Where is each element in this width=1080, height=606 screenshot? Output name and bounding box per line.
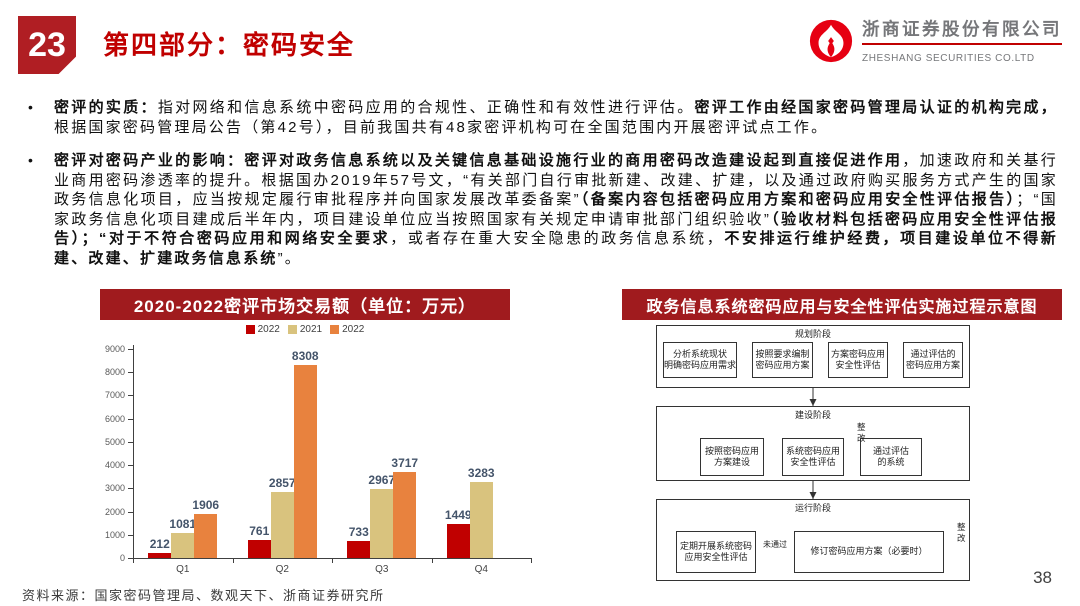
bar-value-label: 1081 — [169, 516, 197, 531]
legend-swatch — [287, 325, 297, 334]
flow-box: 通过评估的 密码应用方案 — [903, 342, 963, 378]
legend-item: 2022 — [245, 324, 280, 335]
flow-box: 通过评估 的系统 — [860, 438, 922, 476]
y-tick-label: 7000 — [104, 390, 125, 401]
logo-company-name: 浙商证券股份有限公司 — [862, 19, 1062, 39]
y-tick-label: 9000 — [104, 344, 125, 354]
chart-legend: 2022 2021 2022 — [100, 324, 510, 337]
edge-label-not-passed: 未通过 — [763, 540, 787, 549]
loop-label-rectify: 整改 — [957, 522, 966, 543]
source-note: 资料来源：国家密码管理局、数观天下、浙商证券研究所 — [22, 588, 385, 603]
legend-swatch — [245, 325, 255, 334]
y-tick-label: 8000 — [104, 367, 125, 378]
loop-label-rectify: 整改 — [857, 422, 866, 443]
flowchart-title-banner: 政务信息系统密码应用与安全性评估实施过程示意图 — [622, 289, 1062, 320]
y-tick-label: 5000 — [104, 436, 125, 447]
bullet-item: • 密评对密码产业的影响：密评对政务信息系统以及关键信息基础设施行业的商用密码改造… — [28, 151, 1058, 268]
bar-Q2-2022 — [247, 540, 271, 558]
bullet-text: 密评的实质：指对网络和信息系统中密码应用的合规性、正确性和有效性进行评估。密评工… — [54, 99, 1058, 136]
y-tick-label: 4000 — [104, 460, 125, 471]
y-tick-label: 3000 — [104, 483, 125, 494]
y-tick — [128, 511, 133, 513]
y-tick — [128, 558, 133, 559]
flowchart: 规划阶段 建设阶段 运行阶段 分析系统现状 明确密码应用需求 按照要求编制 密码… — [656, 325, 970, 581]
flow-box: 按照要求编制 密码应用方案 — [752, 342, 813, 378]
legend-item: 2022 — [330, 324, 364, 335]
bar-value-label: 733 — [348, 524, 369, 539]
flow-box: 系统密码应用 安全性评估 — [782, 438, 844, 476]
x-category-label: Q3 — [375, 564, 389, 575]
flow-box: 方案密码应用 安全性评估 — [828, 342, 888, 378]
y-tick — [128, 441, 133, 443]
bar-value-label: 3283 — [467, 465, 495, 480]
flow-box: 按照密码应用 方案建设 — [700, 438, 764, 476]
bullet-item: • 密评的实质：指对网络和信息系统中密码应用的合规性、正确性和有效性进行评估。密评… — [28, 98, 1058, 137]
bar-Q1-2021 — [171, 532, 195, 558]
bar-Q4-2021 — [469, 481, 493, 558]
y-axis — [133, 345, 134, 559]
y-tick — [128, 395, 133, 397]
company-logo: 浙商证券股份有限公司 ZHESHANG SECURITIES CO.LTD — [808, 16, 1062, 66]
page-title: 第四部分：密码安全 — [103, 30, 356, 60]
stage-label-planning: 规划阶段 — [794, 329, 831, 339]
bar-Q2-2022 — [293, 365, 317, 558]
bar-Q3-2021 — [370, 489, 394, 558]
x-axis — [133, 558, 532, 559]
y-tick — [128, 349, 133, 350]
y-tick-label: 0 — [119, 553, 125, 563]
bar-value-label: 212 — [149, 537, 170, 552]
bar-Q1-2022 — [148, 553, 172, 558]
stage-label-operation: 运行阶段 — [794, 503, 831, 513]
page-number: 38 — [1033, 568, 1052, 587]
x-tick — [531, 559, 532, 563]
x-category-label: Q1 — [176, 564, 190, 575]
bar-Q2-2021 — [270, 491, 294, 558]
flow-box: 分析系统现状 明确密码应用需求 — [663, 342, 737, 378]
y-tick-label: 1000 — [104, 529, 125, 540]
bar-Q4-2022 — [446, 524, 470, 558]
bar-value-label: 1449 — [444, 508, 472, 523]
bar-Q1-2022 — [194, 513, 218, 558]
flow-box: 定期开展系统密码 应用安全性评估 — [676, 531, 756, 573]
y-tick-label: 6000 — [104, 413, 125, 424]
y-tick — [128, 465, 133, 467]
bar-Q3-2022 — [393, 471, 417, 558]
stage-label-construction: 建设阶段 — [794, 410, 831, 420]
x-category-label: Q2 — [275, 564, 289, 575]
x-tick — [232, 559, 234, 563]
bar-value-label: 1906 — [192, 497, 220, 512]
legend-item: 2021 — [287, 324, 322, 335]
bullet-list: • 密评的实质：指对网络和信息系统中密码应用的合规性、正确性和有效性进行评估。密评… — [28, 98, 1058, 282]
logo-company-name-en: ZHESHANG SECURITIES CO.LTD — [862, 53, 1035, 64]
page-number-badge: 23 — [18, 16, 76, 74]
bar-value-label: 2967 — [368, 473, 396, 488]
flow-box: 修订密码应用方案（必要时） — [794, 531, 944, 573]
bar-value-label: 8308 — [291, 349, 319, 364]
y-tick — [128, 488, 133, 490]
legend-swatch — [330, 325, 340, 334]
bullet-marker: • — [28, 99, 33, 115]
bullet-text: 密评对密码产业的影响：密评对政务信息系统以及关键信息基础设施行业的商用密码改造建… — [54, 152, 1059, 267]
chart-title-banner: 2020-2022密评市场交易额（单位：万元） — [100, 289, 510, 320]
y-tick — [128, 534, 133, 536]
bar-value-label: 761 — [249, 524, 270, 539]
x-category-label: Q4 — [474, 564, 488, 575]
logo-underline — [862, 43, 1062, 45]
bar-value-label: 2857 — [268, 475, 296, 490]
bar-value-label: 3717 — [391, 455, 419, 470]
y-tick-label: 2000 — [104, 506, 125, 517]
x-tick — [332, 559, 333, 563]
y-tick — [128, 372, 133, 374]
bar-Q3-2022 — [347, 540, 371, 558]
x-tick — [431, 559, 433, 563]
x-tick — [133, 559, 134, 563]
zheshang-logo-icon — [808, 18, 854, 64]
bullet-marker: • — [28, 152, 33, 168]
y-tick — [128, 418, 133, 420]
